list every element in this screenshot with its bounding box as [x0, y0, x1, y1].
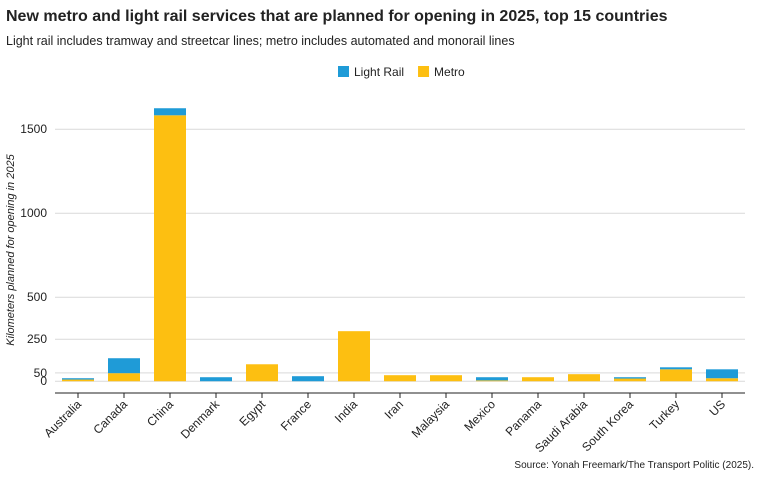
- x-tick-label: Egypt: [237, 397, 269, 429]
- y-axis-label: Kilometers planned for opening in 2025: [5, 153, 17, 345]
- chart-subtitle: Light rail includes tramway and streetca…: [6, 34, 515, 48]
- y-tick-label: 50: [34, 366, 48, 380]
- bar-segment: [522, 377, 554, 382]
- legend-label: Metro: [434, 65, 465, 79]
- legend-swatch: [418, 66, 430, 77]
- source: Source: Yonah Freemark/The Transport Pol…: [514, 460, 754, 471]
- x-tick-label: China: [144, 397, 176, 429]
- bar-segment: [200, 377, 232, 382]
- y-tick-label: 1000: [20, 206, 47, 220]
- bar-segment: [568, 374, 600, 382]
- x-tick-label: US: [706, 397, 728, 419]
- x-tick-label: Malaysia: [409, 397, 453, 441]
- y-tick-label: 1500: [20, 122, 47, 136]
- bar-segment: [246, 364, 278, 382]
- chart-title: New metro and light rail services that a…: [6, 8, 668, 25]
- x-tick-label: Mexico: [461, 397, 498, 434]
- bar-segment: [706, 369, 738, 379]
- bar-segment: [384, 375, 416, 382]
- bar-segment: [108, 358, 140, 374]
- bar-segment: [614, 377, 646, 379]
- x-tick-label: Panama: [503, 397, 545, 439]
- x-tick-label: France: [278, 397, 315, 434]
- bar-segment: [154, 108, 186, 116]
- bar-segment: [660, 367, 692, 370]
- bar-segment: [62, 379, 94, 382]
- bar-segment: [154, 115, 186, 382]
- legend-label: Light Rail: [354, 65, 404, 79]
- x-tick-label: Turkey: [647, 397, 683, 433]
- legend-swatch: [338, 66, 349, 77]
- bar-segment: [338, 331, 370, 382]
- x-tick-label: Iran: [382, 397, 407, 422]
- bar-segment: [476, 380, 508, 382]
- bar-segment: [292, 376, 324, 382]
- x-tick-label: India: [332, 397, 361, 426]
- y-tick-label: 250: [27, 332, 47, 346]
- bar-segment: [706, 378, 738, 382]
- y-tick-label: 500: [27, 290, 47, 304]
- bar-segment: [430, 375, 462, 382]
- y-tick-label: 0: [40, 374, 47, 388]
- bar-segment: [614, 378, 646, 382]
- bar-segment: [660, 369, 692, 382]
- bar-segment: [108, 373, 140, 382]
- bar-segment: [476, 377, 508, 381]
- x-tick-label: Denmark: [178, 397, 223, 442]
- x-tick-label: Australia: [41, 397, 84, 440]
- x-tick-label: Canada: [90, 397, 130, 437]
- bar-segment: [62, 378, 94, 380]
